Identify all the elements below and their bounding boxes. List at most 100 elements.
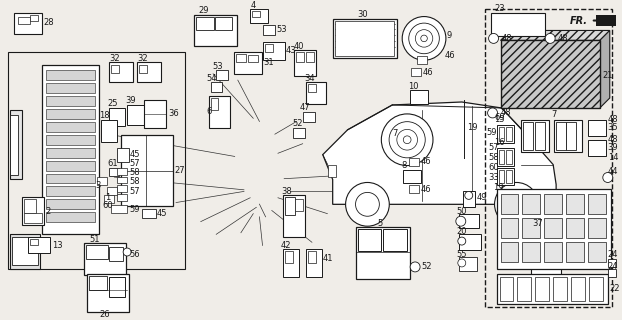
Text: 55: 55	[457, 250, 467, 259]
Text: 60: 60	[102, 201, 113, 210]
Bar	[85, 243, 126, 275]
Circle shape	[465, 191, 473, 199]
Bar	[24, 199, 35, 213]
Bar	[306, 249, 322, 277]
Bar	[265, 44, 273, 52]
Bar	[117, 148, 129, 162]
Text: 32: 32	[109, 54, 120, 63]
Bar	[554, 120, 582, 152]
Polygon shape	[600, 30, 610, 108]
Bar	[544, 218, 562, 238]
Bar	[496, 189, 611, 269]
Bar	[8, 52, 185, 269]
Text: 39: 39	[608, 143, 618, 152]
Text: 56: 56	[129, 250, 140, 259]
Bar	[45, 148, 95, 158]
Circle shape	[489, 33, 498, 44]
Text: 45: 45	[130, 150, 141, 159]
Bar	[506, 170, 513, 183]
Bar	[109, 247, 123, 261]
Bar	[536, 122, 545, 150]
Bar	[403, 170, 421, 183]
Circle shape	[403, 136, 411, 144]
Bar	[137, 62, 161, 82]
Text: 57: 57	[489, 143, 499, 152]
Bar	[588, 242, 606, 262]
Bar	[111, 65, 119, 73]
Bar	[411, 68, 421, 76]
Bar	[501, 40, 600, 108]
Text: 48: 48	[558, 34, 569, 43]
Text: 13: 13	[52, 241, 62, 250]
Bar	[417, 56, 427, 64]
Bar	[139, 65, 147, 73]
Circle shape	[389, 122, 425, 158]
Bar	[121, 135, 173, 206]
Bar	[566, 218, 584, 238]
Bar	[588, 140, 606, 156]
Circle shape	[494, 182, 538, 226]
Bar	[308, 251, 316, 263]
Bar	[498, 127, 504, 141]
Bar	[45, 161, 95, 171]
Text: 37: 37	[532, 219, 543, 228]
Bar	[356, 227, 410, 279]
Bar	[522, 194, 541, 214]
Bar	[294, 50, 316, 76]
Polygon shape	[501, 30, 610, 40]
Bar	[463, 191, 475, 207]
Bar	[10, 110, 22, 180]
Text: 14: 14	[608, 153, 618, 162]
Text: 59: 59	[486, 128, 497, 137]
Text: 32: 32	[137, 54, 147, 63]
Bar	[499, 277, 513, 301]
Bar	[588, 218, 606, 238]
Bar	[196, 17, 213, 30]
Bar	[496, 148, 514, 165]
Text: 15: 15	[494, 116, 505, 124]
Bar	[193, 14, 238, 46]
Bar	[566, 242, 584, 262]
Circle shape	[410, 262, 420, 272]
Circle shape	[123, 248, 131, 256]
Bar	[90, 276, 107, 290]
Text: 8: 8	[401, 161, 407, 170]
Bar	[358, 229, 381, 251]
Circle shape	[415, 30, 433, 47]
Text: 28: 28	[44, 18, 54, 27]
Bar	[410, 90, 428, 104]
Text: 52: 52	[421, 262, 432, 271]
Circle shape	[409, 23, 439, 54]
Bar	[10, 234, 40, 269]
Bar	[107, 188, 117, 196]
Bar	[518, 277, 531, 301]
Text: 49: 49	[476, 193, 487, 202]
Text: 4: 4	[250, 1, 256, 10]
Bar	[506, 150, 513, 164]
Text: 7: 7	[392, 129, 397, 138]
Bar	[295, 199, 303, 211]
Bar	[142, 209, 156, 218]
Bar	[236, 54, 246, 62]
Text: 46: 46	[423, 68, 434, 77]
Bar	[45, 173, 95, 183]
Text: 39: 39	[125, 97, 136, 106]
Bar	[14, 12, 42, 35]
Bar	[283, 249, 299, 277]
Text: 41: 41	[323, 254, 333, 263]
Bar	[45, 122, 95, 132]
Text: 48: 48	[501, 34, 512, 43]
Text: 42: 42	[281, 241, 292, 250]
Bar	[571, 277, 585, 301]
Text: 46: 46	[445, 51, 455, 60]
Circle shape	[397, 129, 417, 150]
Text: 22: 22	[610, 284, 620, 293]
Bar	[109, 168, 119, 175]
Bar	[496, 168, 514, 186]
Text: 24: 24	[608, 251, 618, 260]
Bar	[283, 196, 305, 237]
Text: 27: 27	[175, 166, 185, 175]
Text: 25: 25	[107, 100, 118, 108]
Text: 53: 53	[213, 62, 223, 71]
Text: 58: 58	[129, 168, 140, 177]
